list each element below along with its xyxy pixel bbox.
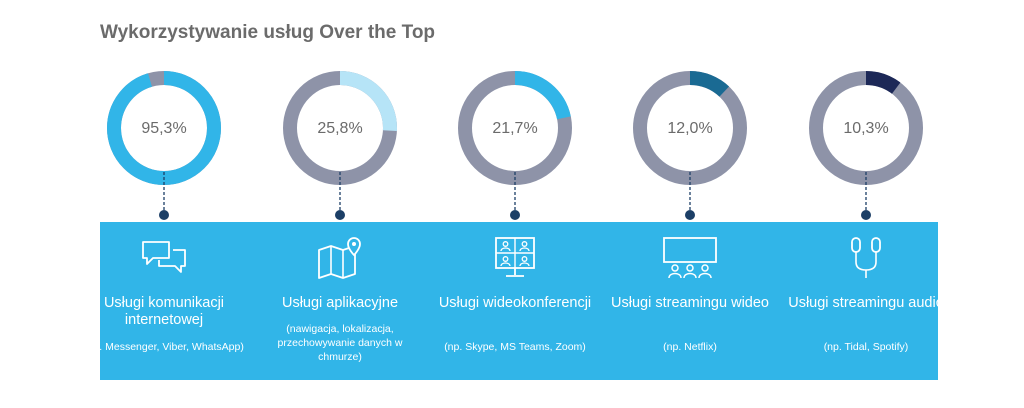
category-examples: (np. Skype, MS Teams, Zoom) bbox=[444, 341, 586, 353]
donut-2: 25,8% bbox=[283, 71, 397, 220]
map-pin-icon bbox=[318, 237, 361, 279]
connector-dot bbox=[685, 210, 695, 220]
category-label: Usługi streamingu wideo bbox=[611, 295, 769, 311]
category-column-3: Usługi wideokonferencji (np. Skype, MS T… bbox=[427, 222, 603, 380]
donut-1: 95,3% bbox=[107, 71, 221, 220]
percent-label: 21,7% bbox=[492, 120, 537, 137]
donut-value-arc bbox=[283, 71, 397, 185]
category-column-2: Usługi aplikacyjne (nawigacja, lokalizac… bbox=[252, 222, 428, 380]
category-examples: (nawigacja, lokalizacja, przechowywanie … bbox=[277, 323, 403, 363]
earphones-icon bbox=[851, 237, 881, 278]
percent-label: 95,3% bbox=[141, 120, 186, 137]
category-column-1: Usługi komunikacji internetowej (np. Mes… bbox=[76, 222, 252, 380]
percent-label: 25,8% bbox=[317, 120, 362, 137]
video-conference-icon bbox=[495, 237, 535, 277]
cinema-screen-icon bbox=[663, 237, 717, 279]
category-examples: (np. Netflix) bbox=[663, 341, 717, 353]
percent-label: 12,0% bbox=[667, 120, 712, 137]
category-column-5: Usługi streamingu audio (np. Tidal, Spot… bbox=[778, 222, 954, 380]
donut-value-arc bbox=[809, 71, 923, 185]
donut-value-arc bbox=[633, 71, 747, 185]
donut-3: 21,7% bbox=[458, 71, 572, 220]
category-examples: (np. Tidal, Spotify) bbox=[823, 341, 909, 353]
category-label: Usługi aplikacyjne bbox=[281, 295, 399, 311]
connector-dot bbox=[335, 210, 345, 220]
chat-bubbles-icon bbox=[142, 241, 186, 273]
connector-dot bbox=[510, 210, 520, 220]
percent-label: 10,3% bbox=[843, 120, 888, 137]
category-band: Usługi komunikacji internetowej (np. Mes… bbox=[84, 222, 944, 380]
chart-title: Wykorzystywanie usług Over the Top bbox=[100, 22, 436, 43]
category-label: Usługi streamingu audio bbox=[788, 295, 944, 311]
category-label: Usługi komunikacji internetowej bbox=[103, 295, 225, 328]
category-column-4: Usługi streamingu wideo (np. Netflix) bbox=[602, 222, 778, 380]
donut-5: 10,3% bbox=[809, 71, 923, 220]
donut-4: 12,0% bbox=[633, 71, 747, 220]
connector-dot bbox=[861, 210, 871, 220]
category-label: Usługi wideokonferencji bbox=[438, 295, 592, 311]
connector-dot bbox=[159, 210, 169, 220]
category-examples: (np. Messenger, Viber, WhatsApp) bbox=[84, 341, 244, 353]
